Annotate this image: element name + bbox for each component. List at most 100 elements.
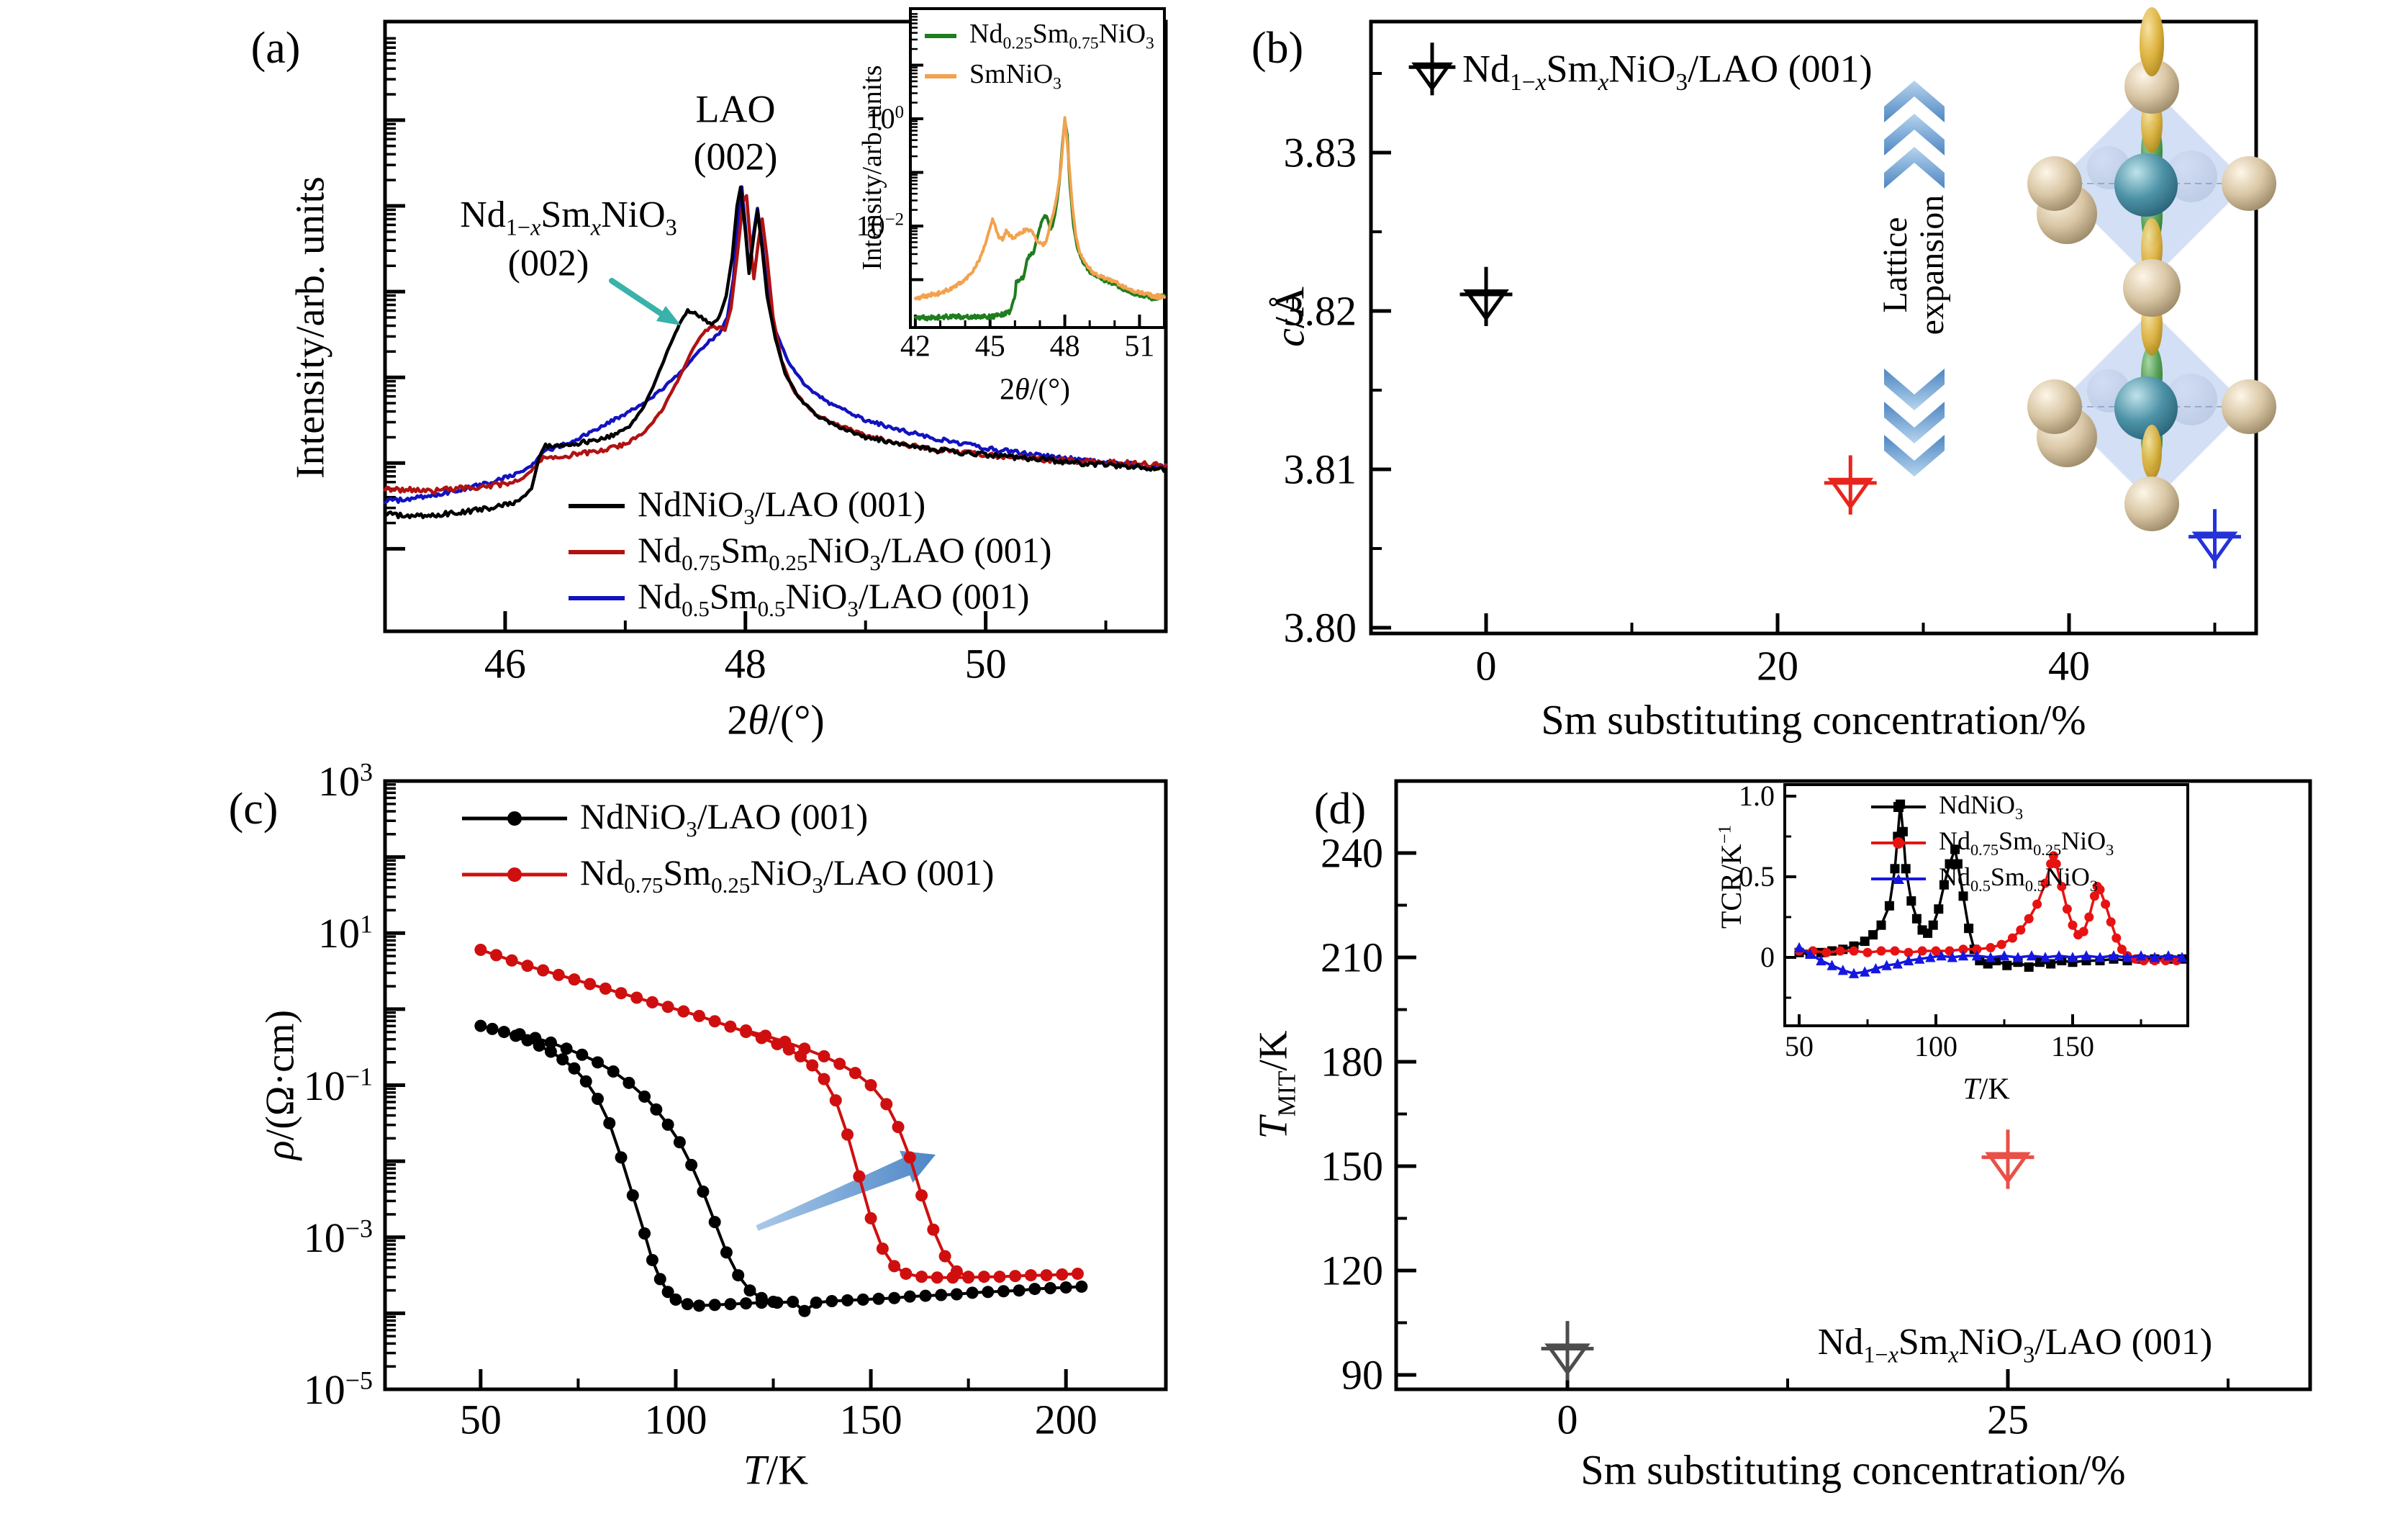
- data-point-marker: [903, 1151, 916, 1164]
- data-point-marker: [767, 1296, 780, 1309]
- triangle-errorbar-marker: [1459, 266, 1513, 327]
- triangle-errorbar-marker: [1824, 455, 1877, 515]
- data-point-marker: [568, 1062, 581, 1075]
- transition-shift-arrow: [756, 1150, 936, 1231]
- data-point-marker: [841, 1294, 854, 1307]
- data-point-marker: [497, 1026, 510, 1039]
- data-point-marker: [966, 1286, 979, 1299]
- data-point-marker: [1816, 955, 1827, 965]
- data-point-marker: [779, 1035, 792, 1048]
- data-point-marker: [1827, 960, 1837, 970]
- data-point-marker: [888, 1291, 901, 1304]
- data-point-marker: [1958, 891, 1968, 901]
- orbital-lobe: [2140, 7, 2164, 76]
- data-point-marker: [673, 1136, 686, 1149]
- data-point-marker: [2078, 926, 2088, 937]
- data-point-marker: [1985, 952, 1996, 962]
- apical-oxygen-atom: [2124, 477, 2179, 531]
- data-point-marker: [720, 1246, 733, 1259]
- data-point-marker: [2012, 952, 2024, 962]
- data-point-marker: [615, 987, 628, 1000]
- data-point-marker: [1868, 930, 1878, 940]
- data-point-marker: [556, 1053, 569, 1066]
- resistivity-curve-2: [479, 948, 1079, 1279]
- data-point-marker: [708, 1015, 721, 1028]
- data-point-marker: [880, 1098, 893, 1111]
- data-point-marker: [1013, 1284, 1026, 1297]
- data-point-marker: [1972, 944, 1982, 955]
- data-point-marker: [1934, 904, 1944, 914]
- data-point-marker: [615, 1151, 628, 1164]
- data-point-marker: [833, 1057, 846, 1070]
- data-point-marker: [2024, 962, 2034, 972]
- data-point-marker: [864, 1212, 877, 1224]
- lattice-expand-up-chevron: [1884, 147, 1945, 189]
- data-point-marker: [1931, 946, 1941, 956]
- data-point-marker: [919, 1289, 932, 1302]
- data-point-marker: [938, 1250, 951, 1263]
- data-point-marker: [798, 1304, 811, 1317]
- data-point-marker: [1040, 1269, 1053, 1282]
- data-point-marker: [537, 964, 550, 977]
- data-point-marker: [1958, 944, 1968, 955]
- data-point-marker: [1056, 1268, 1069, 1281]
- data-point-marker: [1835, 946, 1845, 956]
- triangle-errorbar-marker: [1981, 1129, 2034, 1189]
- data-point-marker: [599, 982, 612, 995]
- data-point-marker: [490, 949, 503, 962]
- data-point-marker: [915, 1189, 928, 1202]
- data-point-marker: [2122, 952, 2133, 962]
- data-point-marker: [2040, 878, 2050, 888]
- data-point-marker: [2016, 925, 2026, 935]
- data-point-marker: [646, 996, 658, 1009]
- data-point-marker: [1950, 844, 1960, 854]
- data-point-marker: [607, 1065, 620, 1078]
- data-point-marker: [1896, 799, 1906, 809]
- triangle-errorbar-marker: [1541, 1321, 1594, 1381]
- data-point-marker: [806, 1059, 819, 1072]
- data-point-marker: [1848, 967, 1860, 978]
- lattice-expand-up-chevron: [1884, 114, 1945, 155]
- data-point-marker: [798, 1042, 811, 1055]
- data-point-marker: [1939, 880, 1949, 890]
- data-point-marker: [1849, 946, 1859, 956]
- data-point-marker: [2135, 949, 2147, 961]
- data-point-marker: [669, 1293, 682, 1306]
- data-point-marker: [521, 960, 534, 973]
- data-point-marker: [1884, 901, 1894, 911]
- data-point-marker: [1890, 946, 1900, 956]
- data-point-marker: [653, 1273, 666, 1286]
- data-point-marker: [603, 1116, 616, 1129]
- data-point-marker: [1009, 1270, 1022, 1283]
- data-point-marker: [1917, 946, 1927, 956]
- data-point-marker: [2024, 913, 2034, 924]
- inset-xrd-curve-0: [913, 118, 1166, 322]
- data-point-marker: [2068, 920, 2078, 930]
- data-point-marker: [1860, 937, 1870, 947]
- data-point-marker: [743, 1284, 756, 1297]
- xrd-curve-2: [383, 185, 1168, 520]
- data-point-marker: [2149, 952, 2160, 962]
- data-point-marker: [841, 1128, 854, 1141]
- data-point-marker: [2106, 917, 2116, 927]
- data-point-marker: [1075, 1280, 1088, 1293]
- oxygen-atom: [2027, 156, 2082, 211]
- data-point-marker: [818, 1050, 830, 1062]
- data-point-marker: [1860, 966, 1870, 977]
- data-point-marker: [2176, 952, 2188, 962]
- lattice-expand-down-chevron: [1884, 369, 1945, 410]
- data-point-marker: [724, 1020, 737, 1033]
- data-point-marker: [692, 1299, 705, 1312]
- data-point-marker: [900, 1267, 913, 1280]
- panel-d-inset-tcr-plot: [1783, 783, 2189, 1027]
- data-point-marker: [1952, 859, 1963, 869]
- data-point-marker: [1876, 920, 1886, 930]
- data-point-marker: [1821, 947, 1832, 957]
- data-point-marker: [740, 1297, 753, 1310]
- data-point-marker: [1996, 939, 2006, 949]
- data-point-marker: [552, 968, 565, 981]
- data-point-marker: [2089, 891, 2099, 901]
- panel-d-inset-frame: [1783, 783, 2189, 1027]
- data-point-marker: [888, 1260, 901, 1273]
